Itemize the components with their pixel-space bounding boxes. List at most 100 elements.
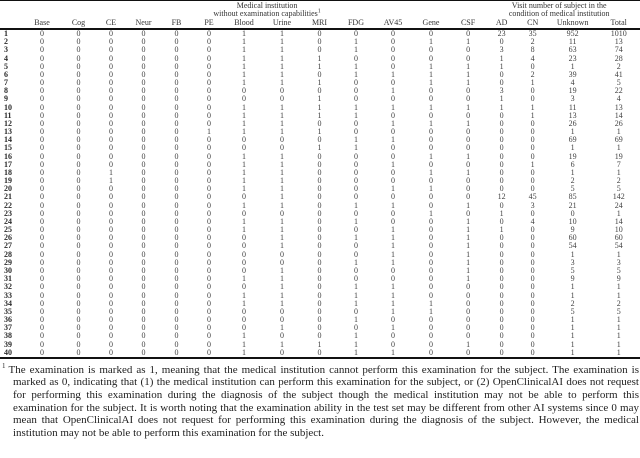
cell: 13 bbox=[568, 110, 577, 120]
cell: 1 bbox=[280, 159, 284, 169]
cell: 1 bbox=[391, 200, 395, 210]
cell: 1 bbox=[280, 45, 284, 55]
cell: 0 bbox=[40, 200, 44, 210]
cell: 1 bbox=[354, 315, 358, 325]
table-row: 14 0 0 0 0 0 0 0 0 0 1 1 0 0 0 0 69 69 bbox=[0, 136, 640, 144]
cell: 0 bbox=[207, 61, 211, 71]
cell: 0 bbox=[466, 192, 471, 202]
cell: 0 bbox=[174, 69, 179, 79]
cell: 0 bbox=[95, 348, 127, 359]
cell: 0 bbox=[207, 94, 211, 104]
cell: 0 bbox=[242, 315, 246, 325]
cell: 1 bbox=[391, 184, 395, 194]
cell: 0 bbox=[40, 241, 44, 251]
row-number: 40 bbox=[0, 348, 22, 359]
cell: 3 bbox=[499, 86, 504, 96]
cell: 0 bbox=[317, 225, 322, 235]
cell: 0 bbox=[466, 298, 471, 308]
cell: 0 bbox=[412, 348, 450, 359]
cell: 0 bbox=[466, 282, 471, 292]
cell: 0 bbox=[76, 249, 81, 259]
cell: 0 bbox=[141, 249, 146, 259]
cell: 0 bbox=[530, 151, 535, 161]
cell: 1 bbox=[391, 306, 395, 316]
cell: 0 bbox=[141, 265, 146, 275]
cell: 0 bbox=[174, 339, 179, 349]
cell: 0 bbox=[530, 61, 535, 71]
cell: 12 bbox=[497, 192, 506, 202]
cell: 0 bbox=[499, 315, 504, 325]
cell: 0 bbox=[174, 249, 179, 259]
cell: 952 bbox=[566, 29, 579, 38]
cell: 0 bbox=[499, 331, 504, 341]
column-header-cn: CN bbox=[517, 18, 549, 30]
cell: 0 bbox=[391, 265, 395, 275]
cell: 0 bbox=[207, 331, 211, 341]
cell: 0 bbox=[242, 306, 246, 316]
cell: 0 bbox=[141, 94, 146, 104]
cell: 0 bbox=[76, 159, 81, 169]
cell: 0 bbox=[530, 315, 535, 325]
cell: 0 bbox=[280, 249, 284, 259]
cell: 0 bbox=[301, 348, 338, 359]
cell: 1 bbox=[374, 348, 412, 359]
cell: 1 bbox=[280, 110, 284, 120]
group-header-right-line2: condition of medical institution bbox=[508, 9, 610, 18]
cell: 0 bbox=[499, 151, 504, 161]
cell: 0 bbox=[109, 69, 113, 79]
column-header-gene: Gene bbox=[412, 18, 450, 30]
cell: 0 bbox=[530, 257, 535, 267]
cell: 0 bbox=[109, 53, 113, 63]
cell: 1 bbox=[354, 110, 358, 120]
cell: 0 bbox=[391, 45, 395, 55]
cell: 1 bbox=[466, 274, 471, 284]
cell: 1 bbox=[466, 241, 471, 251]
cell: 13 bbox=[614, 37, 623, 47]
cell: 0 bbox=[174, 135, 179, 145]
cell: 0 bbox=[109, 323, 113, 333]
table-row: 33 0 0 0 0 0 0 1 1 0 1 1 0 0 0 0 1 1 bbox=[0, 290, 640, 300]
cell: 1 bbox=[570, 339, 575, 349]
cell: 0 bbox=[391, 208, 395, 218]
cell: 0 bbox=[141, 339, 146, 349]
cell: 0 bbox=[109, 331, 113, 341]
cell: 0 bbox=[530, 290, 535, 300]
row-number: 27 bbox=[4, 241, 12, 251]
cell: 0 bbox=[109, 249, 113, 259]
cell: 3 bbox=[570, 257, 575, 267]
cell: 0 bbox=[40, 176, 44, 186]
cell: 0 bbox=[354, 159, 358, 169]
cell: 1 bbox=[466, 61, 471, 71]
cell: 0 bbox=[207, 78, 211, 88]
table-row: 5 0 0 0 0 0 0 1 1 1 1 0 1 1 1 0 1 2 bbox=[0, 61, 640, 71]
cell: 0 bbox=[109, 290, 113, 300]
table-row: 1 0 0 0 0 0 0 1 1 0 0 0 0 0 23 35 952 1010 bbox=[0, 29, 640, 38]
row-number: 16 bbox=[4, 151, 12, 161]
cell: 0 bbox=[207, 290, 211, 300]
cell: 0 bbox=[207, 110, 211, 120]
row-number: 28 bbox=[4, 249, 12, 259]
cell: 0 bbox=[109, 61, 113, 71]
cell: 22 bbox=[614, 86, 623, 96]
table-row: 40 0 0 0 0 0 0 1 0 0 1 1 0 0 0 0 1 1 bbox=[0, 348, 640, 359]
cell: 0 bbox=[317, 118, 322, 128]
cell: 0 bbox=[109, 315, 113, 325]
cell: 1 bbox=[354, 233, 358, 243]
cell: 9 bbox=[570, 274, 575, 284]
cell: 0 bbox=[174, 29, 179, 38]
cell: 0 bbox=[466, 45, 471, 55]
cell: 0 bbox=[174, 298, 179, 308]
cell: 0 bbox=[207, 53, 211, 63]
cell: 1 bbox=[466, 118, 471, 128]
cell: 1 bbox=[616, 208, 621, 218]
table-row: 16 0 0 0 0 0 0 1 1 0 0 0 1 1 0 0 19 19 bbox=[0, 151, 640, 161]
cell: 1 bbox=[354, 102, 358, 112]
cell: 0 bbox=[429, 257, 433, 267]
cell: 1 bbox=[466, 257, 471, 267]
cell: 0 bbox=[499, 339, 504, 349]
cell: 0 bbox=[450, 348, 487, 359]
cell: 0 bbox=[174, 184, 179, 194]
cell: 0 bbox=[174, 127, 179, 137]
cell: 0 bbox=[207, 143, 211, 153]
cell: 1 bbox=[391, 249, 395, 259]
